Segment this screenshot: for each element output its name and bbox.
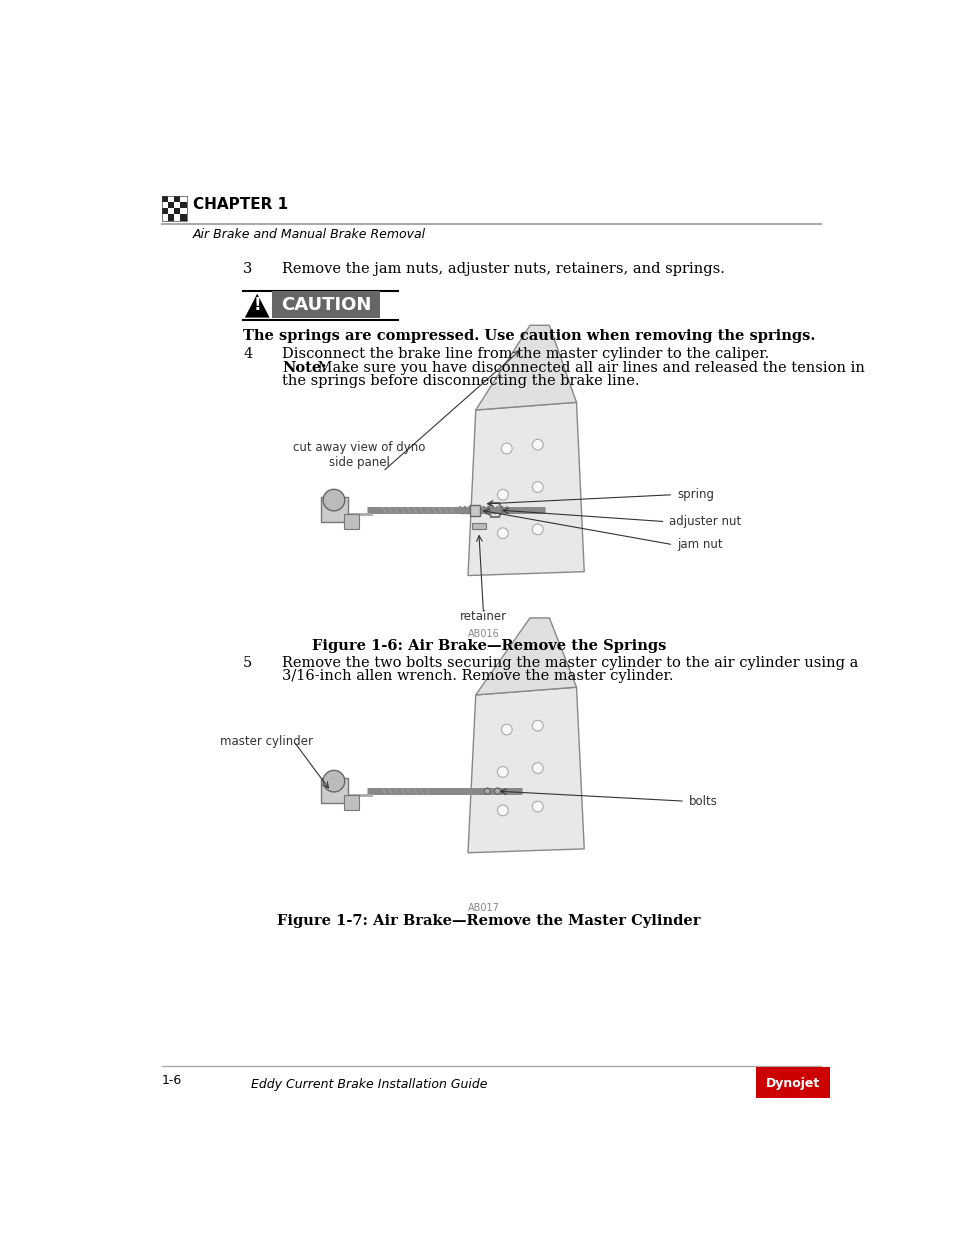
Bar (794, 1099, 801, 1104)
Text: CAUTION: CAUTION (281, 295, 371, 314)
Text: adjuster nut: adjuster nut (669, 515, 741, 529)
Polygon shape (468, 403, 583, 576)
Bar (794, 1104, 801, 1110)
Text: The springs are compressed. Use caution when removing the springs.: The springs are compressed. Use caution … (243, 330, 815, 343)
Bar (756, 1067, 829, 1098)
Bar (162, 209, 168, 215)
Bar (162, 196, 187, 221)
Bar (469, 505, 480, 516)
Bar (781, 1099, 788, 1104)
Circle shape (497, 489, 508, 500)
Text: Dynojet: Dynojet (765, 1077, 819, 1091)
Text: bolts: bolts (688, 794, 717, 808)
Circle shape (532, 763, 542, 773)
Bar (788, 1099, 794, 1104)
Polygon shape (468, 687, 583, 852)
Circle shape (497, 767, 508, 777)
Polygon shape (476, 325, 576, 410)
Text: Note:: Note: (282, 361, 327, 374)
Bar (180, 209, 187, 215)
Bar (180, 215, 187, 221)
Polygon shape (245, 294, 270, 317)
Circle shape (497, 805, 508, 816)
Bar (781, 1110, 788, 1115)
Circle shape (532, 524, 542, 535)
Bar (174, 215, 180, 221)
Circle shape (323, 771, 344, 792)
Text: Make sure you have disconnected all air lines and released the tension in: Make sure you have disconnected all air … (313, 361, 864, 374)
Text: 3/16-inch allen wrench. Remove the master cylinder.: 3/16-inch allen wrench. Remove the maste… (282, 669, 673, 683)
Text: Figure 1-6: Air Brake—Remove the Springs: Figure 1-6: Air Brake—Remove the Springs (312, 638, 665, 652)
Circle shape (532, 720, 542, 731)
Text: spring: spring (677, 488, 714, 501)
Bar (180, 203, 187, 209)
Text: Remove the two bolts securing the master cylinder to the air cylinder using a: Remove the two bolts securing the master… (282, 656, 858, 671)
Bar (344, 795, 359, 810)
Bar (174, 209, 180, 215)
Text: 3: 3 (243, 262, 253, 277)
Text: Disconnect the brake line from the master cylinder to the caliper.: Disconnect the brake line from the maste… (282, 347, 768, 361)
Text: master cylinder: master cylinder (220, 735, 313, 747)
Bar (344, 514, 359, 530)
Circle shape (484, 788, 490, 794)
Bar (320, 778, 348, 803)
Bar (162, 203, 168, 209)
Circle shape (500, 724, 512, 735)
Bar (320, 496, 348, 521)
Text: retainer: retainer (459, 610, 507, 624)
Bar (174, 196, 180, 203)
Bar (168, 196, 174, 203)
Circle shape (497, 527, 508, 538)
Bar (781, 1104, 788, 1110)
Text: !: ! (253, 296, 261, 314)
Text: Figure 1-7: Air Brake—Remove the Master Cylinder: Figure 1-7: Air Brake—Remove the Master … (277, 914, 700, 929)
Circle shape (500, 443, 512, 454)
Bar (168, 215, 174, 221)
Text: the springs before disconnecting the brake line.: the springs before disconnecting the bra… (282, 374, 639, 388)
Circle shape (532, 482, 542, 493)
Polygon shape (476, 618, 576, 695)
Text: jam nut: jam nut (677, 538, 722, 551)
Circle shape (532, 440, 542, 450)
Bar (162, 196, 168, 203)
Bar (168, 209, 174, 215)
Bar (794, 1110, 801, 1115)
Bar (180, 196, 187, 203)
Bar (272, 290, 380, 319)
Text: 4: 4 (243, 347, 253, 361)
Bar (788, 1104, 794, 1110)
Text: cut away view of dyno
side panel: cut away view of dyno side panel (293, 441, 425, 469)
Text: Eddy Current Brake Installation Guide: Eddy Current Brake Installation Guide (251, 1078, 487, 1091)
Bar (162, 215, 168, 221)
Text: CHAPTER 1: CHAPTER 1 (193, 198, 288, 212)
Text: 5: 5 (243, 656, 253, 671)
Circle shape (323, 489, 344, 511)
Bar (788, 1110, 794, 1115)
Bar (168, 203, 174, 209)
Text: Air Brake and Manual Brake Removal: Air Brake and Manual Brake Removal (193, 228, 426, 241)
Text: Remove the jam nuts, adjuster nuts, retainers, and springs.: Remove the jam nuts, adjuster nuts, reta… (282, 262, 724, 277)
Text: AB017: AB017 (467, 903, 499, 913)
Circle shape (532, 802, 542, 811)
Circle shape (494, 788, 500, 794)
Bar (472, 524, 485, 530)
Text: AB016: AB016 (467, 630, 498, 640)
Bar (174, 203, 180, 209)
Text: 1-6: 1-6 (162, 1073, 182, 1087)
